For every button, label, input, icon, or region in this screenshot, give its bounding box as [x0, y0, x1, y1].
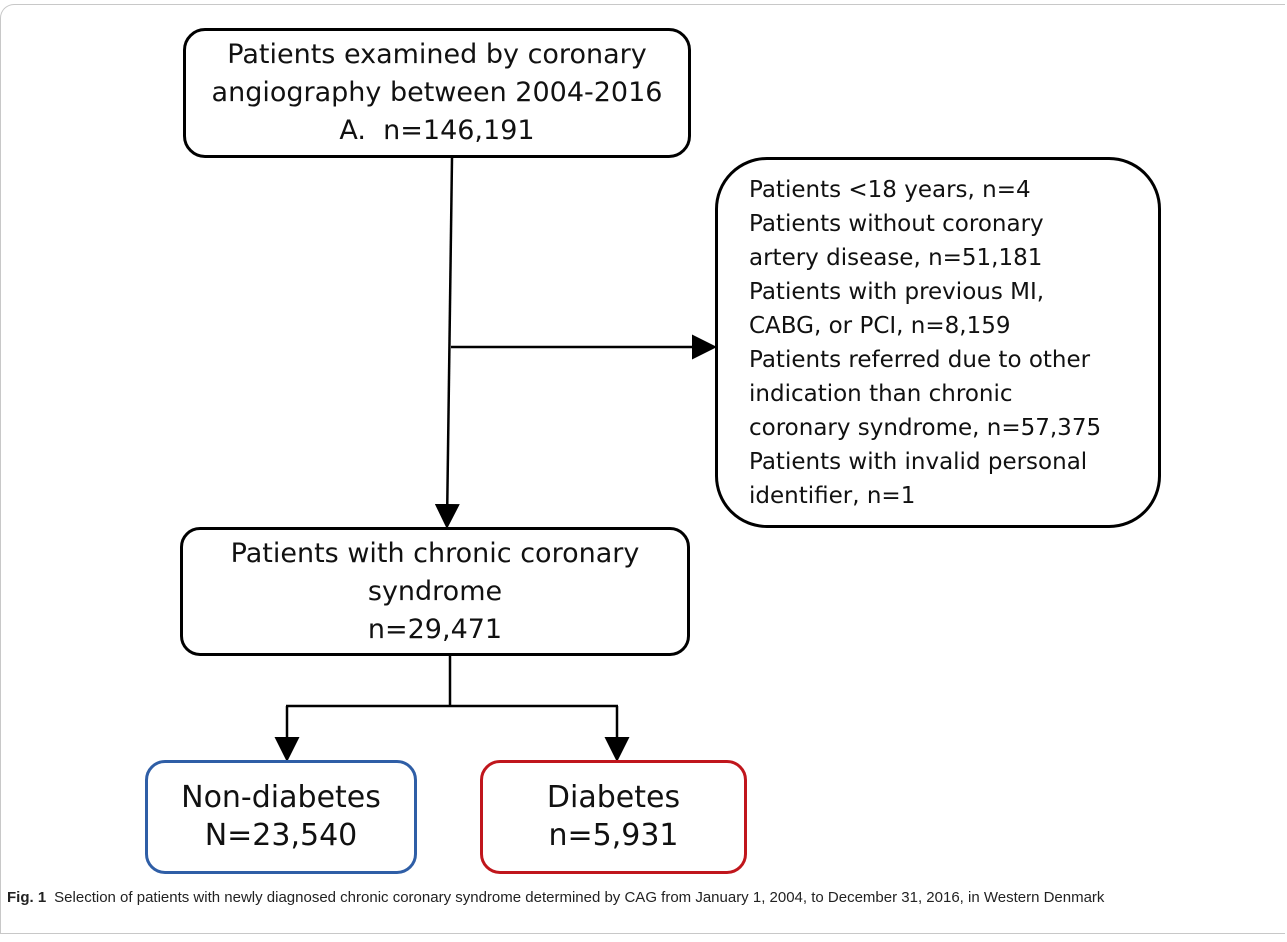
node-text: indication than chronic: [749, 380, 1013, 407]
node-text: n=29,471: [367, 613, 503, 645]
node-text: Patients with previous MI,: [749, 278, 1045, 305]
node-text: n=5,931: [548, 818, 679, 853]
caption: Fig. 1 Selection of patients with newly d…: [7, 887, 1282, 909]
node: Patients examined by coronary angiography…: [183, 28, 691, 158]
caption-label: Fig. 1: [7, 889, 47, 906]
node-text: CABG, or PCI, n=8,159: [749, 312, 1011, 339]
exclusion-node: Patients <18 years, n=4 Patients without …: [715, 157, 1161, 528]
figure-frame: [0, 4, 1285, 934]
node: Patients with chronic coronary syndrome n=…: [180, 527, 690, 656]
node-text: coronary syndrome, n=57,375: [749, 414, 1102, 441]
node-text: N=23,540: [204, 818, 358, 853]
group-node: Non-diabetes N=23,540: [145, 760, 417, 874]
node-text: Patients without coronary: [749, 210, 1044, 237]
node-text: identifier, n=1: [749, 482, 916, 509]
node-text: artery disease, n=51,181: [749, 244, 1043, 271]
node-text: syndrome: [367, 575, 503, 607]
node-text: Diabetes: [546, 780, 681, 815]
node-text: Patients with chronic coronary: [230, 537, 640, 569]
node-text: Non-diabetes: [181, 780, 381, 815]
caption-text: Selection of patients with newly diagnos…: [54, 889, 1105, 906]
node-text: Patients referred due to other: [749, 346, 1091, 373]
node-text: Patients <18 years, n=4: [749, 176, 1031, 203]
node-text: A. n=146,191: [339, 115, 535, 146]
node-text: Patients with invalid personal: [749, 448, 1088, 475]
node-text: Patients examined by coronary: [227, 39, 647, 70]
group-node: Diabetes n=5,931: [480, 760, 747, 874]
node-text: angiography between 2004-2016: [211, 77, 663, 108]
arrow: [434, 157, 460, 529]
